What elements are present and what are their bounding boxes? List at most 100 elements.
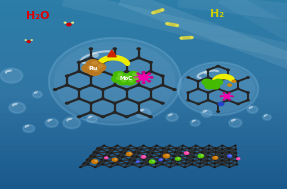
Circle shape	[69, 119, 70, 120]
Circle shape	[143, 156, 146, 157]
Circle shape	[77, 97, 81, 100]
Circle shape	[181, 64, 255, 113]
Circle shape	[139, 166, 141, 168]
Circle shape	[165, 22, 169, 25]
Circle shape	[141, 81, 146, 84]
Bar	[0, 14, 287, 19]
Circle shape	[1, 69, 22, 82]
Circle shape	[91, 53, 99, 58]
Circle shape	[161, 163, 164, 165]
Circle shape	[125, 97, 129, 100]
Circle shape	[226, 99, 230, 101]
Circle shape	[218, 102, 224, 106]
Circle shape	[136, 160, 140, 163]
Circle shape	[113, 102, 117, 105]
Circle shape	[199, 159, 202, 161]
Circle shape	[197, 154, 204, 158]
Circle shape	[104, 156, 108, 159]
Circle shape	[236, 103, 240, 105]
Circle shape	[186, 155, 189, 157]
Bar	[0, 66, 287, 71]
Circle shape	[247, 106, 258, 113]
Circle shape	[154, 166, 156, 168]
Circle shape	[178, 62, 258, 115]
Circle shape	[236, 88, 240, 90]
Circle shape	[53, 88, 57, 91]
Circle shape	[148, 97, 153, 100]
Circle shape	[221, 148, 224, 150]
Circle shape	[94, 160, 97, 162]
Circle shape	[207, 152, 210, 154]
Circle shape	[175, 157, 181, 161]
Circle shape	[190, 36, 194, 39]
Circle shape	[117, 73, 123, 76]
Circle shape	[145, 155, 148, 157]
Circle shape	[246, 99, 250, 101]
Circle shape	[133, 76, 137, 79]
Circle shape	[221, 145, 224, 146]
Circle shape	[141, 110, 142, 111]
Circle shape	[196, 103, 200, 105]
Circle shape	[120, 73, 133, 82]
Circle shape	[228, 92, 231, 94]
Circle shape	[186, 99, 190, 101]
Circle shape	[191, 160, 194, 162]
Circle shape	[226, 76, 230, 79]
Circle shape	[231, 80, 236, 83]
Circle shape	[136, 109, 151, 118]
Bar	[0, 76, 287, 80]
Circle shape	[229, 119, 242, 127]
Circle shape	[147, 72, 151, 75]
Bar	[0, 142, 287, 146]
Circle shape	[106, 151, 109, 153]
Circle shape	[226, 91, 230, 94]
Circle shape	[100, 159, 103, 161]
Circle shape	[160, 84, 165, 87]
Circle shape	[171, 159, 174, 161]
Circle shape	[77, 61, 81, 64]
Circle shape	[93, 156, 96, 158]
Circle shape	[160, 74, 165, 77]
Circle shape	[24, 39, 27, 41]
Circle shape	[147, 151, 150, 153]
Circle shape	[100, 88, 105, 91]
Circle shape	[163, 153, 170, 158]
Circle shape	[116, 76, 122, 80]
Circle shape	[160, 159, 162, 160]
Circle shape	[206, 160, 209, 162]
Bar	[0, 94, 287, 99]
Circle shape	[116, 163, 119, 165]
Circle shape	[89, 155, 92, 157]
Circle shape	[186, 152, 189, 153]
Circle shape	[162, 147, 165, 149]
Circle shape	[175, 24, 179, 27]
Bar	[0, 132, 287, 137]
Circle shape	[223, 94, 230, 99]
Circle shape	[126, 152, 133, 156]
Circle shape	[158, 155, 161, 157]
Circle shape	[172, 88, 177, 91]
Circle shape	[164, 156, 167, 158]
Circle shape	[143, 159, 146, 161]
Circle shape	[63, 117, 80, 129]
Circle shape	[198, 166, 201, 168]
Circle shape	[175, 147, 178, 149]
Circle shape	[233, 120, 234, 121]
Circle shape	[132, 73, 137, 76]
Circle shape	[158, 158, 163, 161]
Circle shape	[89, 84, 93, 87]
Circle shape	[177, 160, 180, 162]
Circle shape	[100, 70, 105, 73]
Circle shape	[227, 147, 230, 149]
Bar	[0, 47, 287, 52]
Circle shape	[136, 102, 141, 105]
Circle shape	[191, 120, 200, 126]
Circle shape	[200, 155, 203, 157]
Circle shape	[111, 163, 114, 164]
Circle shape	[137, 161, 139, 162]
Circle shape	[92, 61, 98, 65]
Bar	[0, 85, 287, 90]
Circle shape	[170, 163, 172, 164]
Circle shape	[131, 163, 134, 165]
Circle shape	[208, 145, 211, 146]
